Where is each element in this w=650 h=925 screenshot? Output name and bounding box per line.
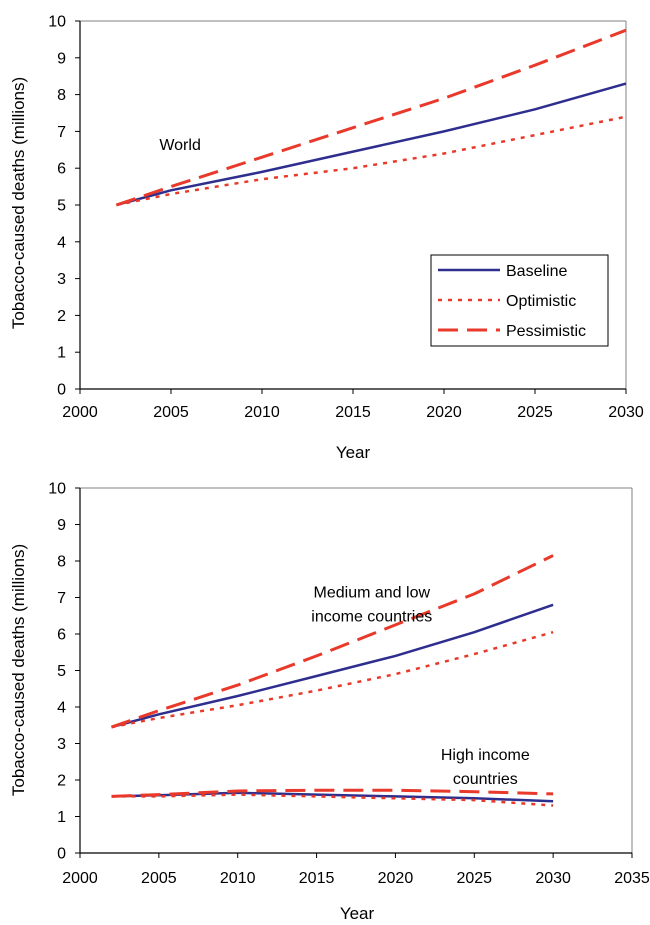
x-tick-label: 2015 xyxy=(335,404,371,421)
x-tick-label: 2015 xyxy=(299,870,335,887)
annotation-label: World xyxy=(159,137,201,154)
legend-label: Pessimistic xyxy=(506,323,586,340)
y-tick-label: 8 xyxy=(57,87,66,104)
x-tick-label: 2020 xyxy=(426,404,462,421)
series-line-solid xyxy=(116,82,627,207)
x-tick-label: 2000 xyxy=(62,404,98,421)
x-tick-label: 2005 xyxy=(141,870,177,887)
world-chart: Tobacco-caused deaths (millions) Year Ba… xyxy=(9,14,644,463)
annotation-label: High income countries xyxy=(441,747,530,788)
x-axis-label: Year xyxy=(336,443,371,462)
y-tick-label: 9 xyxy=(57,517,66,534)
legend-label: Optimistic xyxy=(506,293,576,310)
y-tick-label: 4 xyxy=(57,700,66,717)
y-tick-label: 0 xyxy=(57,846,66,863)
series-line-dashed xyxy=(111,554,554,729)
y-tick-label: 0 xyxy=(57,382,66,399)
series-line-solid xyxy=(111,603,554,729)
x-tick-label: 2030 xyxy=(608,404,644,421)
y-tick-label: 10 xyxy=(48,14,66,31)
series-line-dotted xyxy=(111,793,554,807)
legend-label: Baseline xyxy=(506,263,567,280)
x-tick-label: 2030 xyxy=(535,870,571,887)
y-tick-label: 5 xyxy=(57,663,66,680)
y-tick-label: 5 xyxy=(57,198,66,215)
y-tick-label: 8 xyxy=(57,554,66,571)
series-line-dashed xyxy=(111,788,554,798)
y-tick-label: 9 xyxy=(57,50,66,67)
x-tick-label: 2010 xyxy=(244,404,280,421)
legend: Baseline Optimistic Pessimistic xyxy=(430,254,609,347)
y-tick-label: 3 xyxy=(57,736,66,753)
y-tick-label: 1 xyxy=(57,345,66,362)
y-tick-label: 4 xyxy=(57,234,66,251)
x-tick-label: 2005 xyxy=(153,404,189,421)
y-tick-label: 6 xyxy=(57,161,66,178)
x-tick-label: 2025 xyxy=(517,404,553,421)
x-tick-label: 2020 xyxy=(378,870,414,887)
series-line-dashed xyxy=(115,28,627,207)
income-groups-chart: Tobacco-caused deaths (millions) Year 0 1… xyxy=(9,481,650,924)
y-axis-label: Tobacco-caused deaths (millions) xyxy=(9,77,28,329)
y-tick-label: 10 xyxy=(48,481,66,498)
y-tick-label: 3 xyxy=(57,271,66,288)
x-tick-label: 2025 xyxy=(456,870,492,887)
series-line-dotted xyxy=(116,115,627,207)
annotation-label: Medium and low income countries xyxy=(311,585,432,626)
series-line-dotted xyxy=(111,630,554,729)
y-tick-label: 2 xyxy=(57,308,66,325)
y-tick-label: 6 xyxy=(57,627,66,644)
x-axis-label: Year xyxy=(340,904,375,923)
y-tick-label: 2 xyxy=(57,773,66,790)
x-tick-label: 2010 xyxy=(220,870,256,887)
y-tick-label: 7 xyxy=(57,590,66,607)
x-tick-label: 2035 xyxy=(614,870,650,887)
y-tick-label: 1 xyxy=(57,809,66,826)
y-axis-label: Tobacco-caused deaths (millions) xyxy=(9,544,28,796)
y-tick-label: 7 xyxy=(57,124,66,141)
x-tick-label: 2000 xyxy=(62,870,98,887)
